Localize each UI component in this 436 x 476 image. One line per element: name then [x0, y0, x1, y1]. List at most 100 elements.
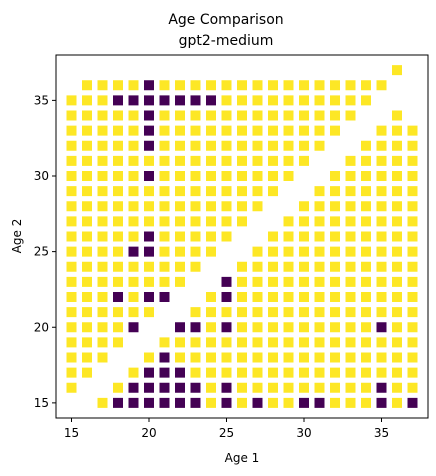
data-point: [66, 231, 77, 242]
data-point: [345, 307, 356, 318]
data-point: [283, 155, 294, 166]
data-point: [330, 397, 340, 408]
data-point: [113, 231, 123, 242]
data-point: [299, 231, 309, 242]
data-point: [299, 140, 309, 151]
data-point: [159, 125, 170, 136]
data-point: [299, 246, 309, 257]
data-point: [66, 352, 77, 363]
data-point: [407, 367, 418, 378]
data-point: [330, 367, 340, 378]
data-point: [392, 246, 402, 257]
data-point: [175, 201, 185, 212]
data-point: [190, 322, 201, 333]
data-point: [299, 155, 309, 166]
data-point: [82, 307, 92, 318]
data-point: [97, 337, 108, 348]
data-point: [361, 337, 371, 348]
data-point: [97, 307, 108, 318]
data-point: [113, 246, 123, 257]
data-point: [299, 95, 309, 106]
data-point: [97, 201, 108, 212]
data-point: [299, 110, 309, 121]
data-point: [144, 140, 154, 151]
data-point: [175, 337, 185, 348]
data-point: [252, 110, 263, 121]
data-point: [190, 201, 201, 212]
data-point: [314, 95, 325, 106]
data-point: [299, 80, 309, 91]
data-point: [237, 171, 247, 181]
data-point: [407, 201, 418, 212]
data-point: [97, 216, 108, 227]
data-point: [361, 322, 371, 333]
data-point: [330, 382, 340, 393]
data-point: [66, 276, 77, 287]
data-point: [190, 171, 201, 181]
data-point: [237, 397, 247, 408]
data-point: [175, 246, 185, 257]
data-point: [392, 231, 402, 242]
data-point: [159, 186, 170, 197]
data-point: [221, 125, 232, 136]
data-point: [268, 367, 278, 378]
data-point: [268, 186, 278, 197]
data-point: [66, 155, 77, 166]
data-point: [314, 216, 325, 227]
data-point: [268, 382, 278, 393]
data-point: [144, 276, 154, 287]
data-point: [159, 367, 170, 378]
data-point: [128, 276, 139, 287]
data-point: [314, 397, 325, 408]
data-point: [314, 125, 325, 136]
data-point: [299, 292, 309, 302]
data-point: [113, 80, 123, 91]
data-point: [407, 397, 418, 408]
data-point: [314, 276, 325, 287]
data-point: [283, 397, 294, 408]
data-point: [299, 352, 309, 363]
data-point: [159, 231, 170, 242]
data-point: [392, 261, 402, 272]
data-point: [407, 322, 418, 333]
data-point: [206, 110, 216, 121]
data-point: [128, 201, 139, 212]
x-tick-label: 30: [296, 426, 311, 440]
data-point: [376, 382, 387, 393]
data-point: [190, 231, 201, 242]
data-point: [175, 367, 185, 378]
data-point: [299, 125, 309, 136]
data-point: [144, 110, 154, 121]
data-point: [190, 110, 201, 121]
data-point: [175, 352, 185, 363]
data-point: [159, 140, 170, 151]
data-point: [97, 261, 108, 272]
data-point: [97, 246, 108, 257]
data-point: [97, 155, 108, 166]
data-point: [66, 367, 77, 378]
data-point: [221, 352, 232, 363]
data-point: [407, 186, 418, 197]
data-point: [252, 95, 263, 106]
data-point: [361, 276, 371, 287]
data-point: [175, 397, 185, 408]
data-point: [82, 201, 92, 212]
data-point: [190, 155, 201, 166]
y-tick-label: 20: [34, 320, 49, 334]
data-point: [283, 140, 294, 151]
data-point: [128, 397, 139, 408]
data-point: [376, 322, 387, 333]
data-point: [252, 307, 263, 318]
data-point: [376, 186, 387, 197]
data-point: [252, 201, 263, 212]
data-point: [345, 171, 356, 181]
data-point: [175, 155, 185, 166]
data-point: [407, 276, 418, 287]
data-point: [345, 201, 356, 212]
data-point: [283, 216, 294, 227]
data-point: [314, 292, 325, 302]
data-point: [82, 95, 92, 106]
data-point: [392, 337, 402, 348]
data-point: [299, 261, 309, 272]
data-point: [299, 397, 309, 408]
